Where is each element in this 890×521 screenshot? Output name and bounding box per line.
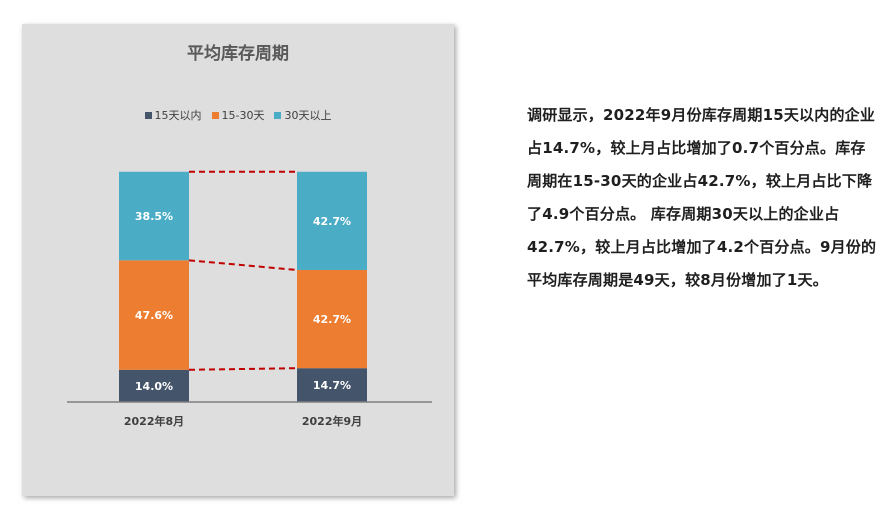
data-label-1-2: 42.7%: [313, 215, 351, 228]
connector-line-1: [188, 259, 298, 271]
chart-title: 平均库存周期: [187, 44, 289, 64]
bar-0-0: [119, 369, 189, 402]
bar-1-1: [297, 269, 367, 369]
legend-label-1: 15-30天: [221, 109, 265, 122]
bar-1-0: [297, 368, 367, 402]
legend: 15天以内 15-30天 30天以上: [22, 107, 454, 123]
legend-swatch-0: [144, 111, 152, 119]
legend-label-0: 15天以内: [154, 109, 202, 122]
legend-swatch-1: [211, 111, 219, 119]
legend-item-1: 15-30天: [211, 107, 265, 123]
description-paragraph: 调研显示，2022年9月份库存周期15天以内的企业占14.7%，较上月占比增加了…: [527, 106, 877, 289]
data-label-1-1: 42.7%: [313, 313, 351, 326]
legend-label-2: 30天以上: [284, 109, 332, 122]
data-label-0-2: 38.5%: [135, 210, 173, 223]
data-label-0-1: 47.6%: [135, 309, 173, 322]
category-label-1: 2022年9月: [302, 414, 362, 428]
bar-0-1: [119, 260, 189, 370]
data-label-1-0: 14.7%: [313, 379, 351, 392]
category-label-0: 2022年8月: [124, 414, 184, 428]
description-text: 调研显示，2022年9月份库存周期15天以内的企业占14.7%，较上月占比增加了…: [527, 99, 877, 297]
bar-1-2: [297, 171, 367, 270]
legend-item-0: 15天以内: [144, 107, 202, 123]
data-label-0-0: 14.0%: [135, 380, 173, 393]
legend-item-2: 30天以上: [274, 107, 331, 123]
legend-swatch-2: [274, 111, 282, 119]
connector-line-0: [188, 367, 298, 371]
chart-panel: 平均库存周期 15天以内 15-30天 30天以上 14.0% 47.6% 38.5…: [22, 24, 454, 496]
bar-0-2: [119, 171, 189, 261]
chart-plot: 14.0% 47.6% 38.5% 2022年8月 14.7% 42.7% 42.7% 202…: [67, 170, 432, 428]
